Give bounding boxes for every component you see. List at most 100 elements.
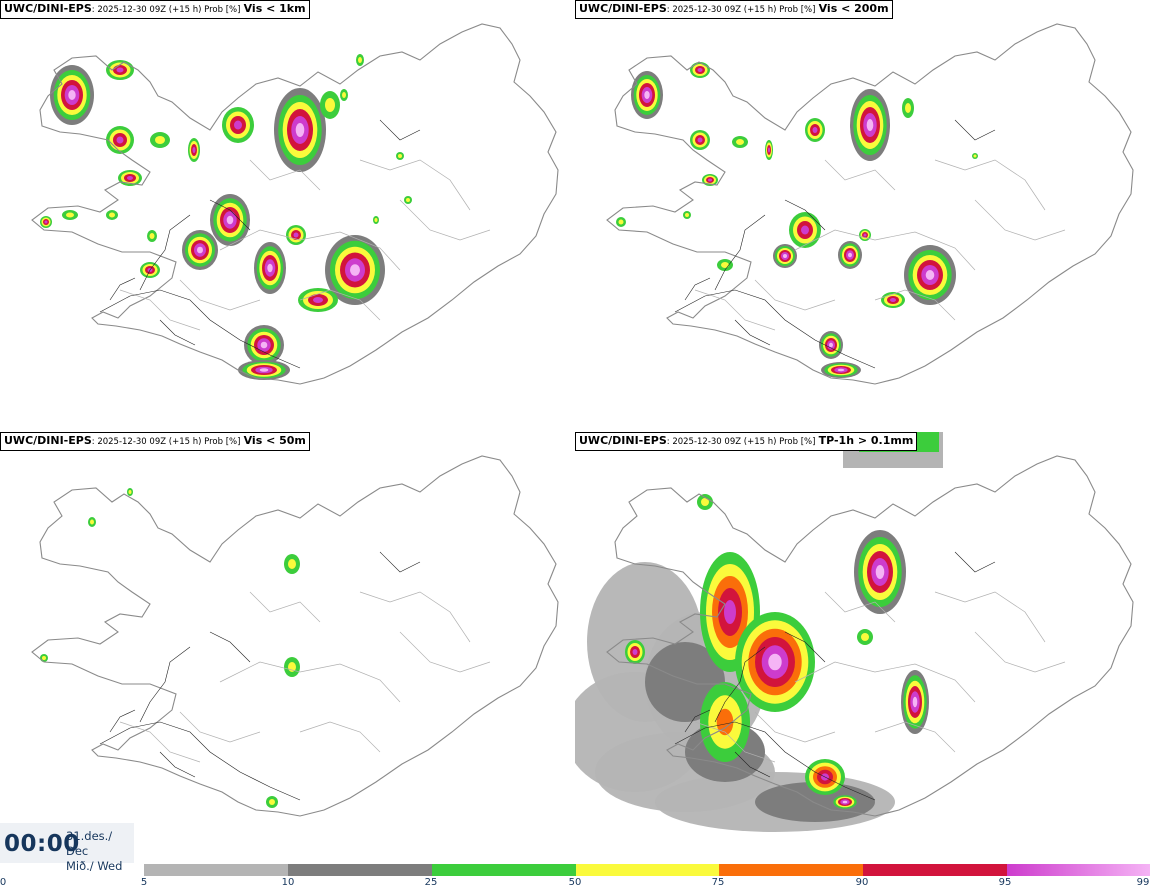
road [379, 119, 421, 141]
probability-area [109, 212, 115, 218]
road [99, 721, 301, 801]
colorbar-tick-label: 0 [0, 877, 7, 888]
catchment-boundary [974, 199, 1066, 241]
probability-area [66, 212, 74, 218]
probability-area [861, 633, 869, 641]
coastline [31, 455, 559, 817]
probability-area [618, 219, 624, 225]
probability-area [406, 198, 410, 202]
colorbar-tick-label: 50 [568, 877, 582, 888]
probability-area [632, 649, 638, 655]
probability-area [812, 127, 818, 133]
colorbar-segment [144, 864, 288, 876]
probability-area [197, 246, 203, 254]
probability-area [721, 262, 729, 268]
probability-area [226, 215, 234, 225]
colorbar-tick-label: 25 [424, 877, 438, 888]
probability-area [149, 233, 155, 239]
road [379, 551, 421, 573]
road [954, 551, 996, 573]
catchment-boundary [119, 721, 201, 763]
colorbar-segment [575, 864, 720, 876]
road [139, 214, 191, 291]
probability-area [293, 232, 299, 238]
probability-area [724, 600, 736, 624]
road [159, 319, 196, 346]
catchment-boundary [794, 661, 976, 703]
road [209, 199, 251, 231]
probability-area [350, 264, 360, 276]
probability-area [829, 342, 833, 348]
probability-area [875, 565, 885, 579]
probability-area [295, 123, 305, 137]
road [109, 277, 136, 301]
catchment-boundary [824, 159, 896, 191]
probability-area [267, 263, 273, 273]
probability-area [697, 137, 703, 143]
colorbar-segment [287, 864, 432, 876]
road [784, 199, 826, 231]
road [674, 721, 876, 801]
colorbar-tick-label: 5 [140, 877, 148, 888]
catchment-boundary [824, 591, 896, 623]
probability-area [644, 91, 650, 99]
probability-field [616, 62, 978, 378]
catchment-boundary [219, 661, 401, 703]
weekday-line: Mið./ Wed [66, 859, 123, 873]
catchment-boundary [179, 279, 261, 311]
panel-title: UWC/DINI-EPS: 2025-12-30 09Z (+15 h) Pro… [0, 432, 310, 451]
map-panel-vis-50m: UWC/DINI-EPS: 2025-12-30 09Z (+15 h) Pro… [0, 432, 571, 861]
catchment-boundary [359, 591, 471, 643]
map-panel-precip: UWC/DINI-EPS: 2025-12-30 09Z (+15 h) Pro… [575, 432, 1146, 861]
probability-area [708, 178, 712, 182]
probability-area [685, 213, 689, 217]
catchment-boundary [874, 721, 956, 753]
road [139, 646, 191, 723]
catchment-boundary [359, 159, 471, 211]
probability-area [313, 297, 323, 303]
probability-area [701, 498, 709, 506]
road [99, 289, 301, 369]
probability-area [260, 341, 268, 349]
colorbar-tick-label: 10 [281, 877, 295, 888]
colorbar-segment [1007, 864, 1150, 876]
probability-area [837, 368, 845, 372]
coastline [606, 23, 1134, 385]
probability-area [716, 708, 734, 736]
probability-area [398, 154, 402, 158]
catchment-boundary [179, 711, 261, 743]
catchment-boundary [974, 631, 1066, 673]
colorbar-tick-label: 90 [855, 877, 869, 888]
probability-area [155, 136, 165, 144]
iceland-outline [31, 23, 559, 385]
catchment-boundary [399, 631, 491, 673]
road [734, 319, 771, 346]
catchment-boundary [754, 711, 836, 743]
probability-area [905, 103, 911, 113]
colorbar-tick-label: 95 [998, 877, 1012, 888]
probability-area [288, 559, 296, 569]
probability-area [863, 233, 867, 237]
catchment-boundary [754, 279, 836, 311]
panel-title: UWC/DINI-EPS: 2025-12-30 09Z (+15 h) Pro… [0, 0, 310, 19]
road [714, 646, 766, 723]
probability-area [128, 490, 132, 494]
catchment-boundary [119, 289, 201, 331]
probability-area [801, 225, 809, 235]
probability-area [234, 120, 242, 130]
catchment-boundary [249, 591, 321, 623]
probability-area [116, 67, 124, 73]
probability-area [925, 270, 935, 280]
valid-time: 00:00 [4, 831, 80, 857]
road [159, 751, 196, 778]
road [209, 631, 251, 663]
road [714, 214, 766, 291]
road [734, 751, 771, 778]
catchment-boundary [219, 229, 401, 271]
valid-date: 31.des./ Dec Mið./ Wed [66, 829, 134, 874]
iceland-outline [606, 23, 1134, 385]
iceland-outline [606, 455, 1134, 817]
probability-area [848, 252, 852, 258]
probability-area [783, 254, 787, 258]
colorbar-ticks: 0 5 10 25 50 75 90 95 99 [0, 877, 1150, 889]
